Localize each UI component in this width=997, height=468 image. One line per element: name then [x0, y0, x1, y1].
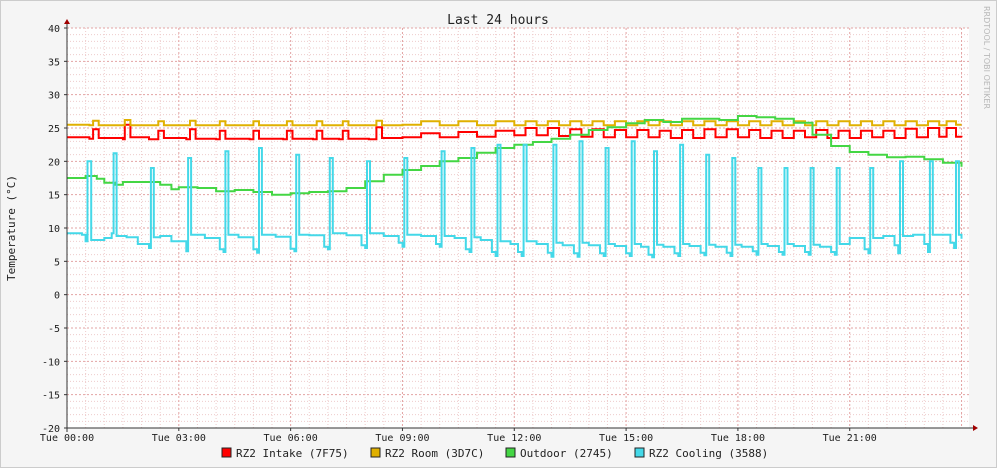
- y-tick-label: 15: [48, 191, 60, 202]
- legend: RZ2 Intake (7F75) RZ2 Room (3D7C) Outdoor …: [221, 447, 768, 460]
- y-tick-label: 25: [48, 124, 60, 135]
- x-tick-label: Tue 00:00: [40, 433, 94, 444]
- y-tick-label: -10: [42, 357, 60, 368]
- x-tick-label: Tue 12:00: [487, 433, 541, 444]
- legend-swatch: [221, 447, 232, 458]
- rrdtool-watermark: RRDTOOL / TOBI OETIKER: [982, 6, 991, 109]
- series-line-4: [67, 140, 963, 259]
- x-tick-labels: Tue 00:00 Tue 03:00 Tue 06:00 Tue 09:00 Tue …: [40, 428, 877, 444]
- y-tick-label: 40: [48, 24, 60, 35]
- legend-label: RZ2 Cooling (3588): [649, 447, 768, 460]
- x-tick-label: Tue 15:00: [599, 433, 653, 444]
- series-line-3: [67, 115, 963, 196]
- y-tick-label: 0: [54, 291, 60, 302]
- series-line-2: [67, 119, 962, 127]
- y-tick-label: 10: [48, 224, 60, 235]
- y-tick-label: 30: [48, 91, 60, 102]
- x-tick-label: Tue 03:00: [152, 433, 206, 444]
- x-tick-label: Tue 06:00: [264, 433, 318, 444]
- chart-title: Last 24 hours: [447, 13, 549, 28]
- y-tick-label: 35: [48, 57, 60, 68]
- x-tick-label: Tue 18:00: [711, 433, 765, 444]
- y-axis-arrow-icon: [64, 19, 70, 24]
- y-tick-label: -5: [48, 324, 60, 335]
- y-axis-label: Temperature (°C): [5, 175, 18, 281]
- y-tick-label: 5: [54, 257, 60, 268]
- series-line-1: [67, 123, 963, 141]
- y-tick-label: -15: [42, 391, 60, 402]
- grid: [66, 27, 969, 429]
- x-tick-label: Tue 09:00: [375, 433, 429, 444]
- legend-label: RZ2 Room (3D7C): [385, 447, 484, 460]
- y-tick-label: 20: [48, 157, 60, 168]
- series-group: [67, 115, 963, 259]
- x-tick-label: Tue 21:00: [823, 433, 877, 444]
- legend-swatch: [370, 447, 381, 458]
- x-axis-arrow-icon: [973, 425, 978, 431]
- legend-label: RZ2 Intake (7F75): [236, 447, 349, 460]
- axes: [64, 19, 978, 432]
- y-tick-labels: -20 -15 -10 -5 0 5 10 15 20 25 30 35 40: [42, 24, 67, 435]
- legend-swatch: [634, 447, 645, 458]
- legend-swatch: [505, 447, 516, 458]
- y-tick-label: -20: [42, 424, 60, 435]
- legend-label: Outdoor (2745): [520, 447, 613, 460]
